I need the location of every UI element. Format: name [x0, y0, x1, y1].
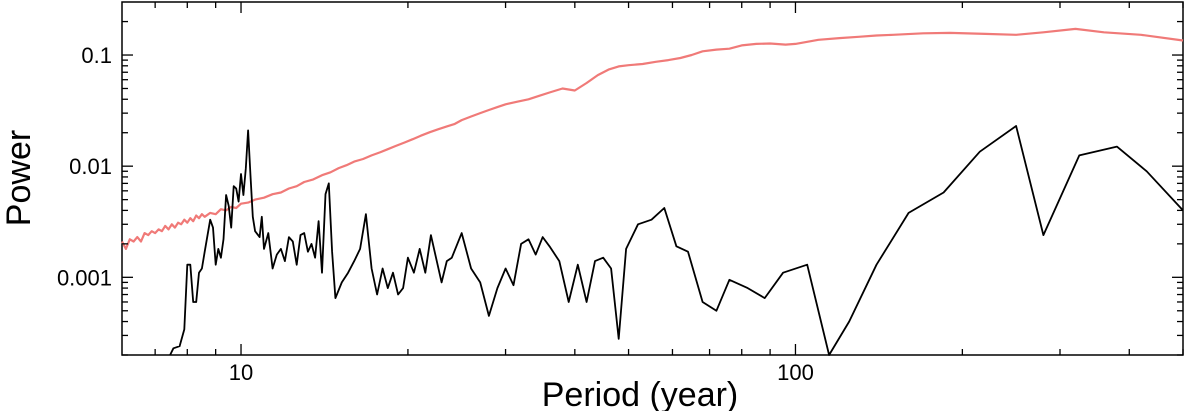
x-tick-label: 10 [229, 360, 253, 385]
y-tick-label: 0.01 [69, 154, 112, 179]
y-axis-title: Power [0, 130, 38, 226]
x-tick-label: 100 [777, 360, 814, 385]
x-axis-title: Period (year) [542, 376, 739, 411]
plot-border [121, 1, 1184, 356]
series-layer [121, 27, 1184, 356]
tick-layer: 10 100 0.001 0.01 0.1 [57, 2, 1184, 385]
y-tick-label: 0.001 [57, 265, 112, 290]
series-line-1 [121, 27, 1184, 250]
y-tick-label: 0.1 [81, 43, 112, 68]
plot-frame [121, 1, 1184, 356]
series-line-2 [169, 125, 1184, 356]
